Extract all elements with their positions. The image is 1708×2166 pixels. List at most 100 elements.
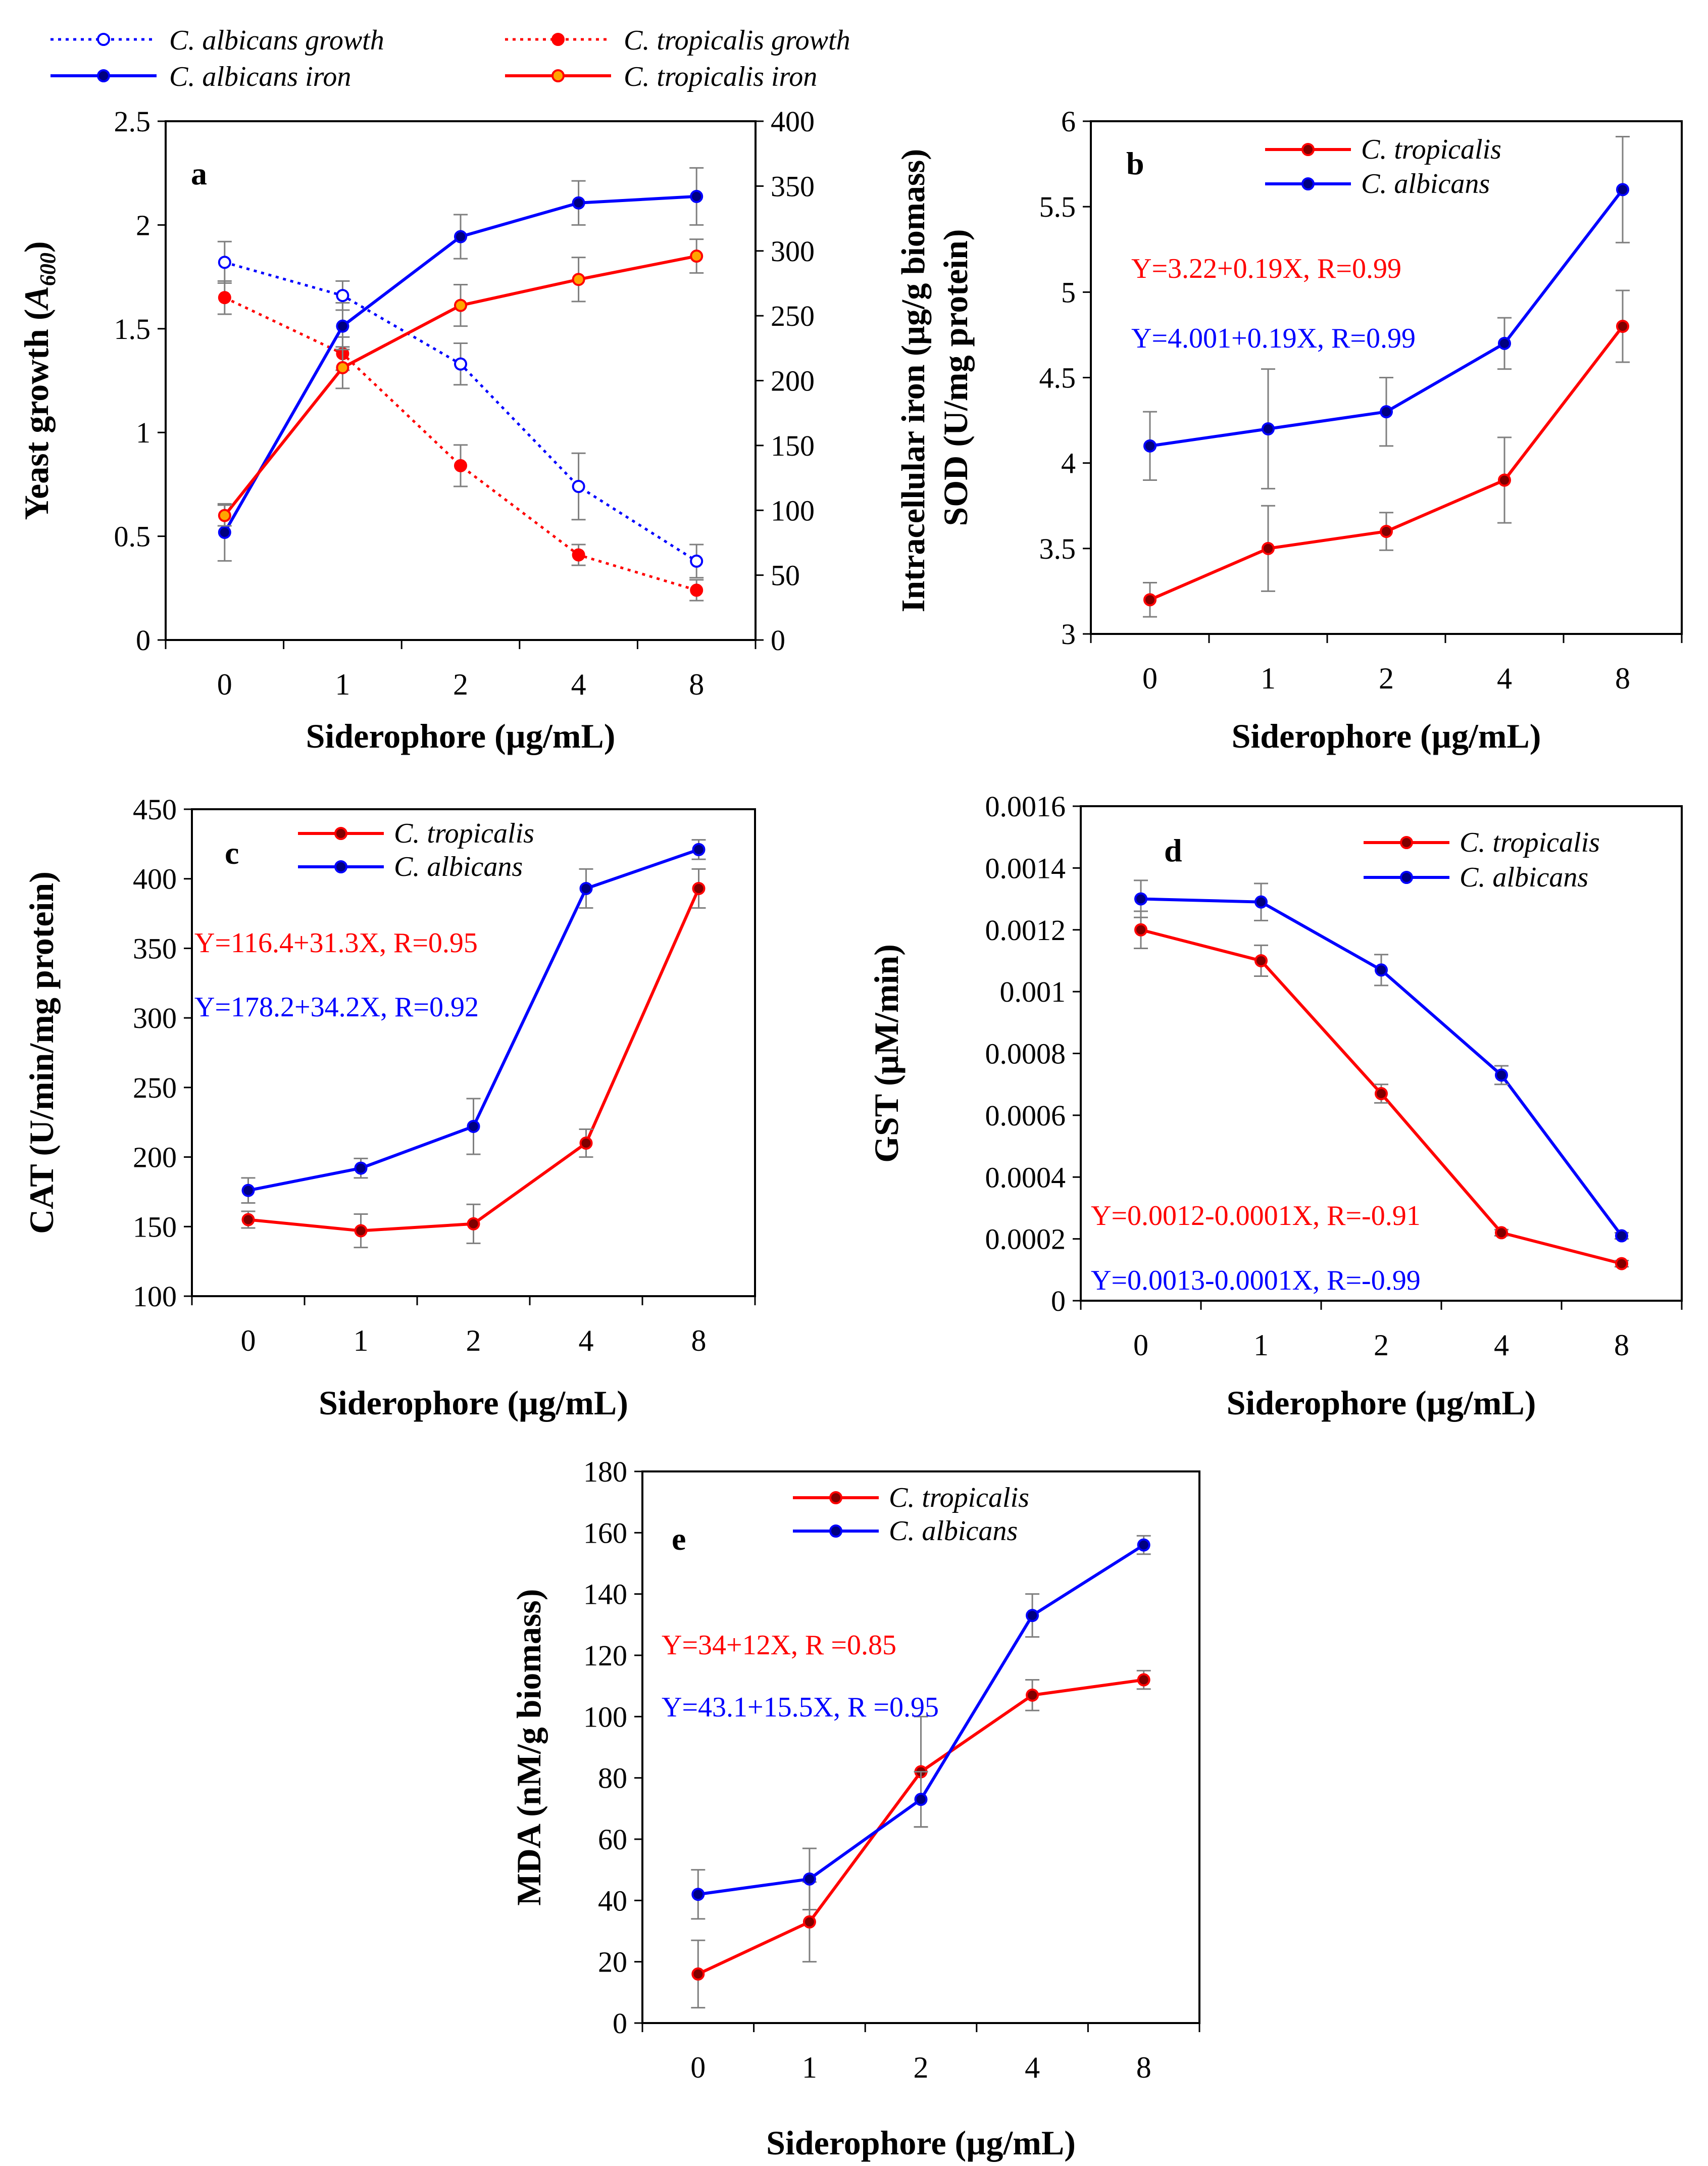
legend-marker	[1400, 871, 1413, 884]
legend-marker	[334, 860, 347, 873]
data-point	[1254, 954, 1268, 967]
data-point	[218, 291, 231, 305]
data-point	[1137, 1673, 1150, 1687]
data-point	[914, 1793, 928, 1806]
legend-label: C. tropicalis	[1361, 134, 1501, 165]
data-point	[218, 509, 231, 522]
y-tick-label: 4.5	[1039, 362, 1076, 395]
regression-equation: Y=116.4+31.3X, R=0.95	[194, 927, 478, 959]
data-point	[1026, 1688, 1039, 1702]
data-point	[467, 1217, 480, 1230]
data-point	[1495, 1068, 1508, 1082]
y2-tick-label: 100	[771, 494, 815, 527]
data-point	[336, 289, 349, 303]
y2-tick-label: 250	[771, 300, 815, 332]
data-point	[1134, 892, 1147, 906]
plot-frame	[191, 808, 756, 1297]
x-axis-label: Siderophore (µg/mL)	[306, 717, 616, 755]
y-tick-label: 100	[583, 1700, 627, 1733]
x-tick-label: 2	[914, 2051, 929, 2084]
data-point	[241, 1213, 255, 1226]
y-tick-label: 80	[598, 1762, 627, 1795]
y-tick-label: 140	[583, 1578, 627, 1611]
data-point	[354, 1161, 368, 1175]
x-tick-label: 4	[1497, 662, 1512, 695]
y-tick-label: 5	[1061, 276, 1076, 309]
data-point	[467, 1119, 480, 1133]
x-tick-label: 2	[453, 668, 468, 701]
panel-label: a	[191, 156, 207, 191]
x-tick-label: 8	[1615, 662, 1630, 695]
legend-label: C. albicans	[1460, 862, 1588, 893]
regression-equation: Y=4.001+0.19X, R=0.99	[1131, 323, 1416, 354]
x-tick-label: 0	[1142, 662, 1158, 695]
y-tick-label: 40	[598, 1884, 627, 1917]
plot-frame	[641, 1470, 1200, 2024]
data-point	[1375, 1087, 1388, 1101]
y-axis-label: Yeast growth (A600)	[17, 241, 60, 520]
legend-marker	[551, 33, 565, 46]
series-1	[1143, 135, 1630, 489]
y-tick-label: 0.0004	[985, 1161, 1066, 1194]
series-1	[691, 1535, 1151, 1920]
y2-tick-label: 0	[771, 624, 785, 657]
data-point	[454, 459, 467, 472]
data-point	[1615, 1229, 1628, 1243]
y-tick-label: 3	[1061, 618, 1076, 651]
x-tick-label: 1	[802, 2051, 817, 2084]
y-tick-label: 150	[133, 1210, 177, 1243]
data-point	[572, 196, 585, 210]
legend-marker	[334, 827, 347, 840]
regression-equation: Y=178.2+34.2X, R=0.92	[194, 992, 479, 1023]
y-tick-label: 200	[133, 1141, 177, 1174]
series-line	[1149, 325, 1624, 602]
y-tick-label: 250	[133, 1071, 177, 1104]
data-point	[579, 881, 593, 895]
y-tick-label: 4	[1061, 447, 1076, 480]
data-point	[241, 1184, 255, 1197]
x-tick-label: 1	[354, 1324, 369, 1357]
y-tick-label: 20	[598, 1946, 627, 1979]
data-point	[1262, 422, 1275, 435]
y2-tick-label: 350	[771, 170, 815, 203]
legend-marker	[829, 1491, 842, 1504]
y-tick-label: 180	[583, 1455, 627, 1488]
y-tick-label: 3.5	[1039, 532, 1076, 565]
series-1	[1134, 879, 1629, 1243]
y-tick-label: 0	[136, 624, 150, 657]
x-tick-label: 0	[241, 1324, 256, 1357]
y-tick-label: 0	[613, 2007, 627, 2040]
data-point	[690, 554, 704, 568]
y-axis-label: CAT (U/min/mg protein)	[22, 871, 61, 1234]
regression-equation: Y=0.0013-0.0001X, R=-0.99	[1091, 1265, 1421, 1296]
regression-equation: Y=34+12X, R =0.85	[662, 1630, 896, 1661]
y-tick-label: 2	[136, 209, 150, 241]
data-point	[1143, 439, 1157, 453]
series-0	[241, 868, 706, 1249]
data-point	[691, 1888, 705, 1901]
x-tick-label: 2	[466, 1324, 481, 1357]
legend-label: C. albicans	[889, 1515, 1018, 1547]
data-point	[454, 299, 467, 312]
data-point	[1137, 1538, 1150, 1552]
data-point	[1380, 405, 1393, 419]
y-tick-label: 5.5	[1039, 190, 1076, 223]
panel-e: 0 20 40 60 80 100 120 140 160 180 0 1 2 4 8 Siderophore…	[510, 1455, 1200, 2162]
data-point	[454, 230, 467, 243]
x-tick-label: 1	[335, 668, 350, 701]
panel-label: e	[672, 1521, 686, 1557]
y-tick-label: 120	[583, 1639, 627, 1672]
series-1	[217, 280, 704, 602]
y-tick-label: 0.0008	[985, 1038, 1066, 1070]
series-0	[217, 240, 704, 579]
panel-c: 100 150 200 250 300 350 400 450 0 1 2 4 8 Siderophore…	[22, 793, 756, 1422]
y-tick-label: 0	[1051, 1285, 1066, 1317]
data-point	[572, 273, 585, 286]
y2-tick-label: 300	[771, 235, 815, 268]
y-axis-label-close: )	[17, 241, 56, 253]
x-axis-label: Siderophore (µg/mL)	[766, 2124, 1076, 2162]
x-tick-label: 8	[689, 668, 704, 701]
regression-equation: Y=0.0012-0.0001X, R=-0.91	[1091, 1200, 1421, 1232]
y-tick-label: 100	[133, 1280, 177, 1313]
legend-label: C. tropicalis iron	[624, 61, 817, 92]
